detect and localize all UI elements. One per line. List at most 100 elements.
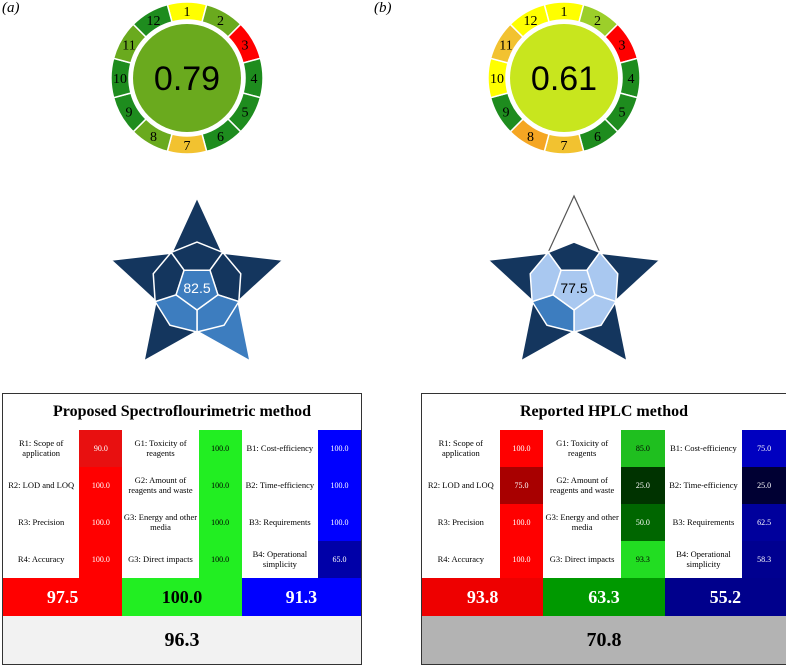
- criterion-label: G3: Energy and other media: [545, 511, 619, 532]
- wheel-segment-number: 2: [594, 14, 601, 29]
- color-score: 55.2: [664, 578, 786, 616]
- rgb-table-a: Proposed Spectroflourimetric method R1: S…: [2, 393, 362, 665]
- criterion-value: 100.0: [79, 467, 123, 504]
- criterion-label: B3: Requirements: [249, 516, 311, 527]
- wheel-segment-number: 5: [619, 106, 626, 121]
- wheel-score: 0.79: [154, 60, 220, 98]
- criterion-label: G1: Toxicity of reagents: [134, 437, 187, 458]
- criterion-value: 100.0: [499, 541, 544, 578]
- criterion-value: 25.0: [620, 467, 665, 504]
- criterion-label: G2: Amount of reagents and waste: [128, 474, 193, 495]
- wheel-segment-number: 3: [242, 39, 249, 54]
- wheel-segment-number: 11: [499, 39, 512, 54]
- panel-b-label: (b): [374, 0, 392, 16]
- wheel-segment-number: 8: [150, 130, 157, 145]
- wheel-segment-number: 1: [184, 5, 191, 20]
- star-score: 77.5: [560, 280, 587, 296]
- criterion-label: R1: Scope of application: [438, 437, 484, 458]
- criterion-value: 100.0: [198, 430, 242, 467]
- criterion-value: 93.3: [620, 541, 665, 578]
- panel-a-label: (a): [2, 0, 20, 16]
- wheel-segment-number: 9: [125, 106, 132, 121]
- criterion-value: 100.0: [499, 430, 544, 467]
- criterion-value: 85.0: [620, 430, 665, 467]
- wheel-segment-number: 5: [242, 106, 249, 121]
- wheel-score: 0.61: [531, 60, 597, 98]
- rgb-table-b: Reported HPLC method R1: Scope of applica…: [421, 393, 786, 665]
- criterion-label: B4: Operational simplicity: [676, 548, 731, 569]
- criterion-value: 100.0: [318, 430, 361, 467]
- criterion-label: R3: Precision: [437, 516, 484, 527]
- criterion-value: 100.0: [79, 541, 123, 578]
- wheel-segment-number: 10: [490, 72, 504, 87]
- wheel-segment-number: 4: [628, 72, 635, 87]
- wheel-center: [510, 24, 618, 132]
- wheel-segment-number: 7: [561, 139, 568, 154]
- criterion-value: 90.0: [79, 430, 123, 467]
- criterion-value: 50.0: [620, 504, 665, 541]
- color-score: 63.3: [543, 578, 665, 616]
- criterion-label: B3: Requirements: [672, 516, 735, 527]
- criterion-value: 62.5: [742, 504, 786, 541]
- criterion-label: R3: Precision: [18, 516, 65, 527]
- criterion-label: R4: Accuracy: [17, 553, 65, 564]
- wheel-segment-number: 3: [619, 39, 626, 54]
- star-center: [175, 269, 219, 311]
- wheel-segment-number: 11: [122, 39, 135, 54]
- criterion-value: 100.0: [198, 541, 242, 578]
- wheel-segment: [509, 3, 550, 39]
- criterion-value: 100.0: [79, 504, 123, 541]
- criterion-label: R4: Accuracy: [437, 553, 485, 564]
- criterion-label: G1: Toxicity of reagents: [556, 437, 609, 458]
- criterion-label: B2: Time-efficiency: [245, 479, 315, 490]
- table-title: Reported HPLC method: [520, 403, 688, 420]
- criterion-label: G2: Amount of reagents and waste: [550, 474, 615, 495]
- criterion-label: B4: Operational simplicity: [252, 548, 308, 569]
- diagram-canvas: 1234567891011120.791234567891011120.6182…: [106, 1, 665, 366]
- wheel-segment-number: 12: [147, 14, 161, 29]
- wheel-segment-number: 6: [594, 130, 601, 145]
- criterion-label: R1: Scope of application: [18, 437, 64, 458]
- wheel-segment-number: 12: [524, 14, 538, 29]
- wheel-segment: [132, 3, 173, 39]
- wheel-segment-number: 4: [251, 72, 258, 87]
- criterion-label: B1: Cost-efficiency: [670, 442, 737, 453]
- criterion-value: 75.0: [499, 467, 544, 504]
- wheel-segment-number: 9: [502, 106, 509, 121]
- criterion-label: G3: Direct impacts: [128, 553, 193, 564]
- star-center: [552, 269, 596, 311]
- criterion-value: 58.3: [742, 541, 786, 578]
- whiteness-score: 96.3: [3, 616, 361, 664]
- wheel-center: [133, 24, 241, 132]
- color-score: 91.3: [241, 578, 361, 616]
- wheel-segment-number: 8: [527, 130, 534, 145]
- criterion-value: 65.0: [318, 541, 361, 578]
- criterion-value: 100.0: [499, 504, 544, 541]
- criterion-value: 100.0: [318, 504, 361, 541]
- criterion-value: 100.0: [318, 467, 361, 504]
- star-b: 77.5: [483, 194, 665, 366]
- wheel-segment-number: 1: [561, 5, 568, 20]
- color-score: 100.0: [122, 578, 242, 616]
- criterion-label: R2: LOD and LOQ: [8, 479, 75, 490]
- criterion-value: 100.0: [198, 467, 242, 504]
- criterion-label: B2: Time-efficiency: [669, 479, 738, 490]
- criterion-label: G3: Energy and other media: [123, 511, 198, 532]
- wheel-segment-number: 6: [217, 130, 224, 145]
- table-title: Proposed Spectroflourimetric method: [52, 403, 312, 420]
- wheel-segment-number: 2: [217, 14, 224, 29]
- star-a: 82.5: [106, 192, 288, 366]
- wheel-segment-number: 7: [184, 139, 191, 154]
- star-score: 82.5: [183, 280, 210, 296]
- color-score: 93.8: [422, 578, 544, 616]
- criterion-label: B1: Cost-efficiency: [246, 442, 314, 453]
- criterion-value: 100.0: [198, 504, 242, 541]
- criterion-label: G3: Direct impacts: [549, 553, 615, 564]
- color-score: 97.5: [3, 578, 123, 616]
- whiteness-score: 70.8: [422, 616, 786, 664]
- criterion-value: 25.0: [742, 467, 786, 504]
- criterion-label: R2: LOD and LOQ: [427, 479, 494, 490]
- wheel-segment-number: 10: [113, 72, 127, 87]
